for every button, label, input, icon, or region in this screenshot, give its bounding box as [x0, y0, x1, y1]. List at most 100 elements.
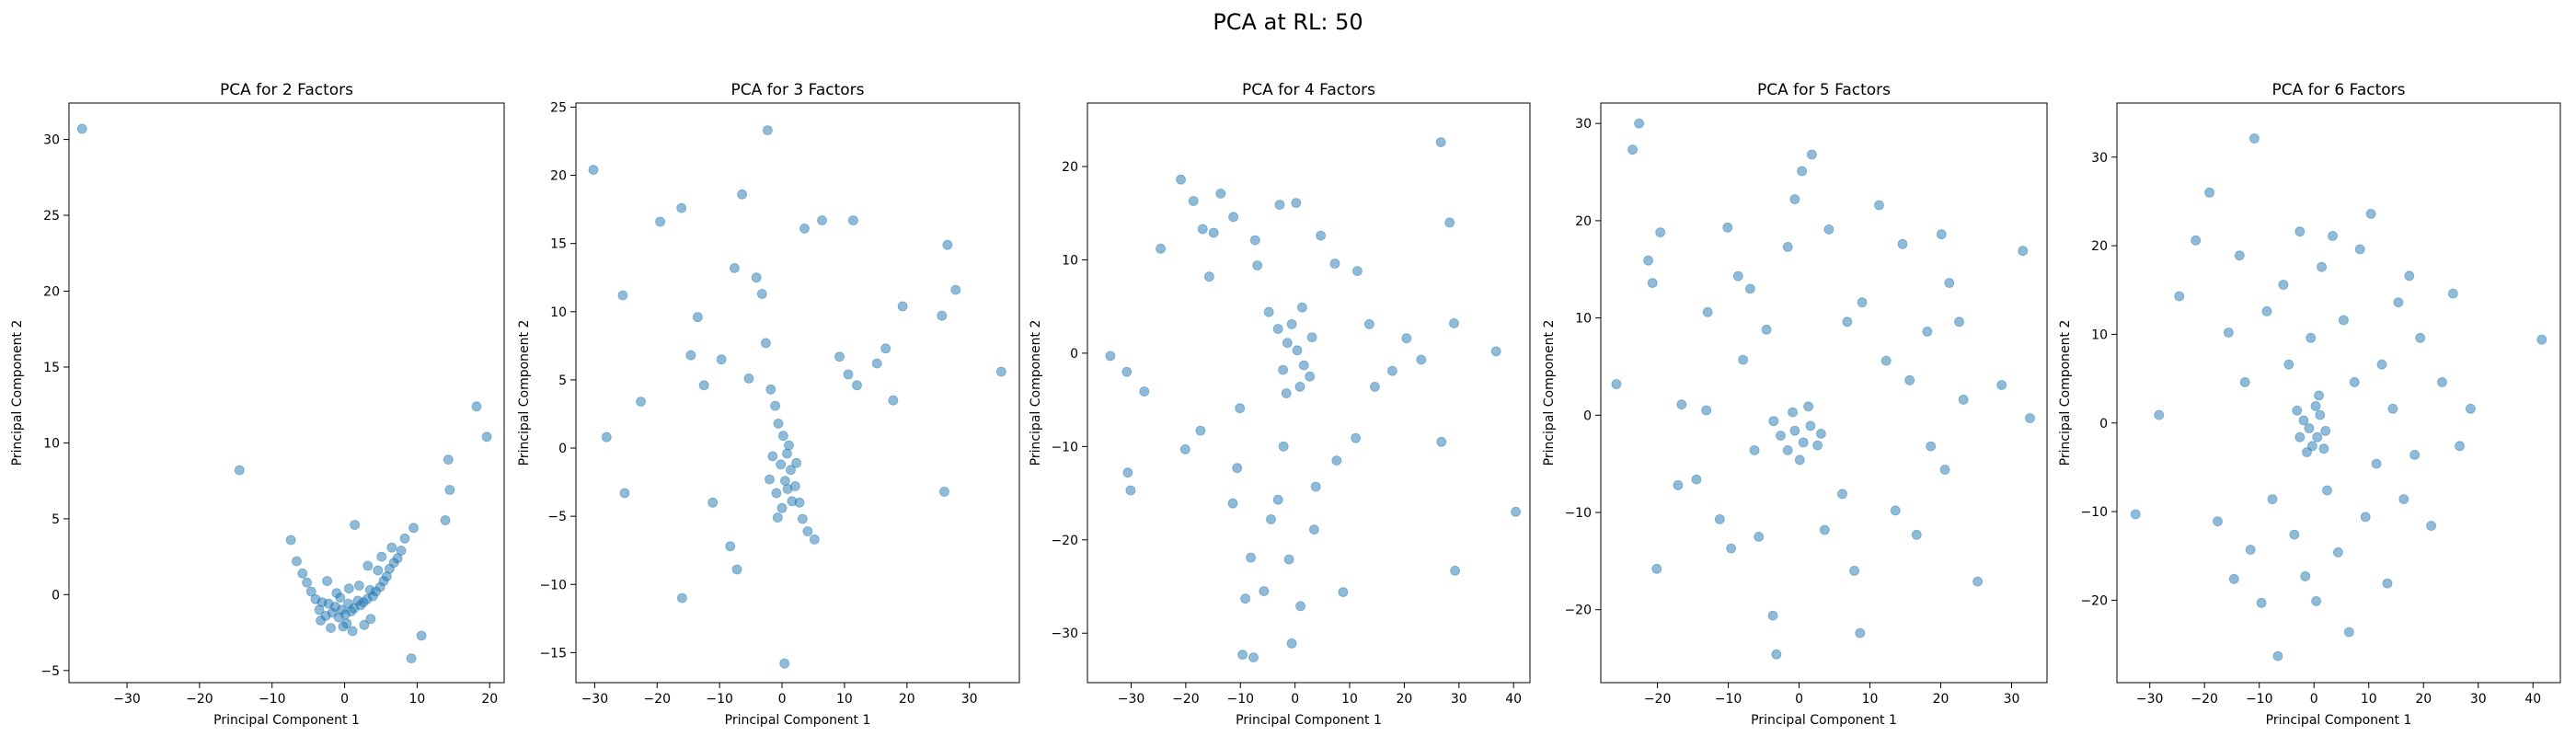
data-point [765, 384, 776, 395]
plot-frame [1600, 102, 2048, 684]
data-point [1837, 489, 1847, 500]
data-point [1306, 332, 1317, 343]
data-point [1156, 243, 1166, 254]
data-point [782, 484, 793, 494]
data-point [2228, 573, 2239, 584]
data-point [1807, 149, 1817, 160]
data-point [784, 440, 794, 451]
data-point [995, 366, 1006, 377]
x-tick-label: −10 [1226, 692, 1254, 707]
data-point [2376, 359, 2387, 370]
data-point [1197, 224, 1208, 235]
data-point [1768, 416, 1779, 427]
data-point [1904, 374, 1915, 385]
data-point [1292, 345, 1303, 356]
data-point [1842, 316, 1853, 328]
data-point [1401, 333, 1412, 344]
data-point [2174, 291, 2185, 302]
data-point [1673, 480, 1684, 490]
data-point [1676, 399, 1687, 410]
data-point [2382, 578, 2393, 589]
data-point [1329, 259, 1340, 269]
data-point [1803, 401, 1813, 412]
data-point [730, 262, 740, 273]
data-point [444, 485, 455, 495]
data-point [2360, 512, 2371, 523]
data-point [2294, 431, 2306, 443]
data-point [676, 202, 687, 213]
data-point [799, 223, 810, 234]
data-point [76, 123, 87, 134]
data-point [1274, 200, 1285, 211]
data-point [350, 520, 361, 530]
data-point [1958, 394, 1969, 405]
data-point [1370, 381, 1380, 392]
data-point [2398, 494, 2409, 504]
data-point [1972, 576, 1984, 587]
x-tick-label: −10 [1715, 692, 1742, 707]
data-point [1805, 420, 1816, 431]
data-point [2409, 449, 2421, 460]
data-point [2328, 231, 2338, 241]
data-point [1767, 610, 1778, 621]
data-point [1105, 351, 1116, 362]
data-point [1248, 652, 1259, 662]
y-tick-label: −5 [40, 664, 60, 679]
data-point [2298, 415, 2309, 426]
y-tick-label: 5 [52, 512, 60, 527]
y-tick-label: 15 [550, 237, 567, 252]
data-point [1643, 255, 1653, 266]
data-point [1364, 318, 1374, 329]
data-point [343, 583, 354, 594]
x-tick-label: −10 [2246, 692, 2273, 707]
data-point [601, 431, 612, 443]
y-axis-label: Principal Component 2 [1029, 320, 1043, 466]
data-point [353, 581, 364, 591]
data-point [698, 380, 709, 391]
data-point [1511, 506, 1521, 517]
data-point [326, 623, 337, 633]
data-point [756, 289, 767, 299]
y-tick-label: 0 [2099, 417, 2108, 431]
data-point [1176, 174, 1186, 185]
data-point [1936, 229, 1947, 240]
data-point [773, 418, 784, 429]
data-point [1139, 386, 1150, 397]
data-point [1282, 338, 1293, 349]
y-tick-label: −5 [547, 510, 567, 524]
data-point [778, 431, 788, 442]
data-point [1874, 200, 1884, 211]
y-tick-label: 10 [1062, 253, 1078, 268]
data-point [655, 216, 665, 227]
data-point [888, 395, 899, 406]
data-point [1416, 354, 1427, 365]
data-point [2248, 133, 2260, 144]
data-point [2234, 250, 2245, 261]
data-point [1283, 554, 1294, 565]
data-point [1179, 443, 1190, 454]
data-point [314, 604, 325, 615]
data-point [1798, 437, 1809, 448]
data-point [743, 373, 754, 384]
data-point [2415, 332, 2426, 343]
data-point [1939, 465, 1950, 475]
data-point [786, 465, 796, 476]
data-point [1761, 324, 1772, 335]
x-tick-label: −20 [643, 692, 671, 707]
data-point [2283, 359, 2294, 370]
y-tick-label: 20 [1575, 214, 1592, 229]
data-point [834, 351, 845, 362]
data-point [763, 125, 773, 136]
chart-panel-2: −30 −20 −10 0 10 20 30 −15 −10 −5 0 5 10 15 20 25 PCA fo… [517, 81, 1020, 728]
x-tick-label: −20 [1644, 692, 1672, 707]
data-point [617, 290, 628, 301]
x-axis-label: Principal Component 1 [725, 713, 871, 728]
data-point [1240, 593, 1250, 604]
data-point [1286, 638, 1297, 649]
data-point [365, 614, 376, 625]
x-tick-label: 40 [2524, 692, 2541, 707]
y-axis-label: Principal Component 2 [517, 320, 532, 466]
y-tick-label: −20 [2080, 593, 2108, 608]
data-point [1272, 494, 1283, 505]
